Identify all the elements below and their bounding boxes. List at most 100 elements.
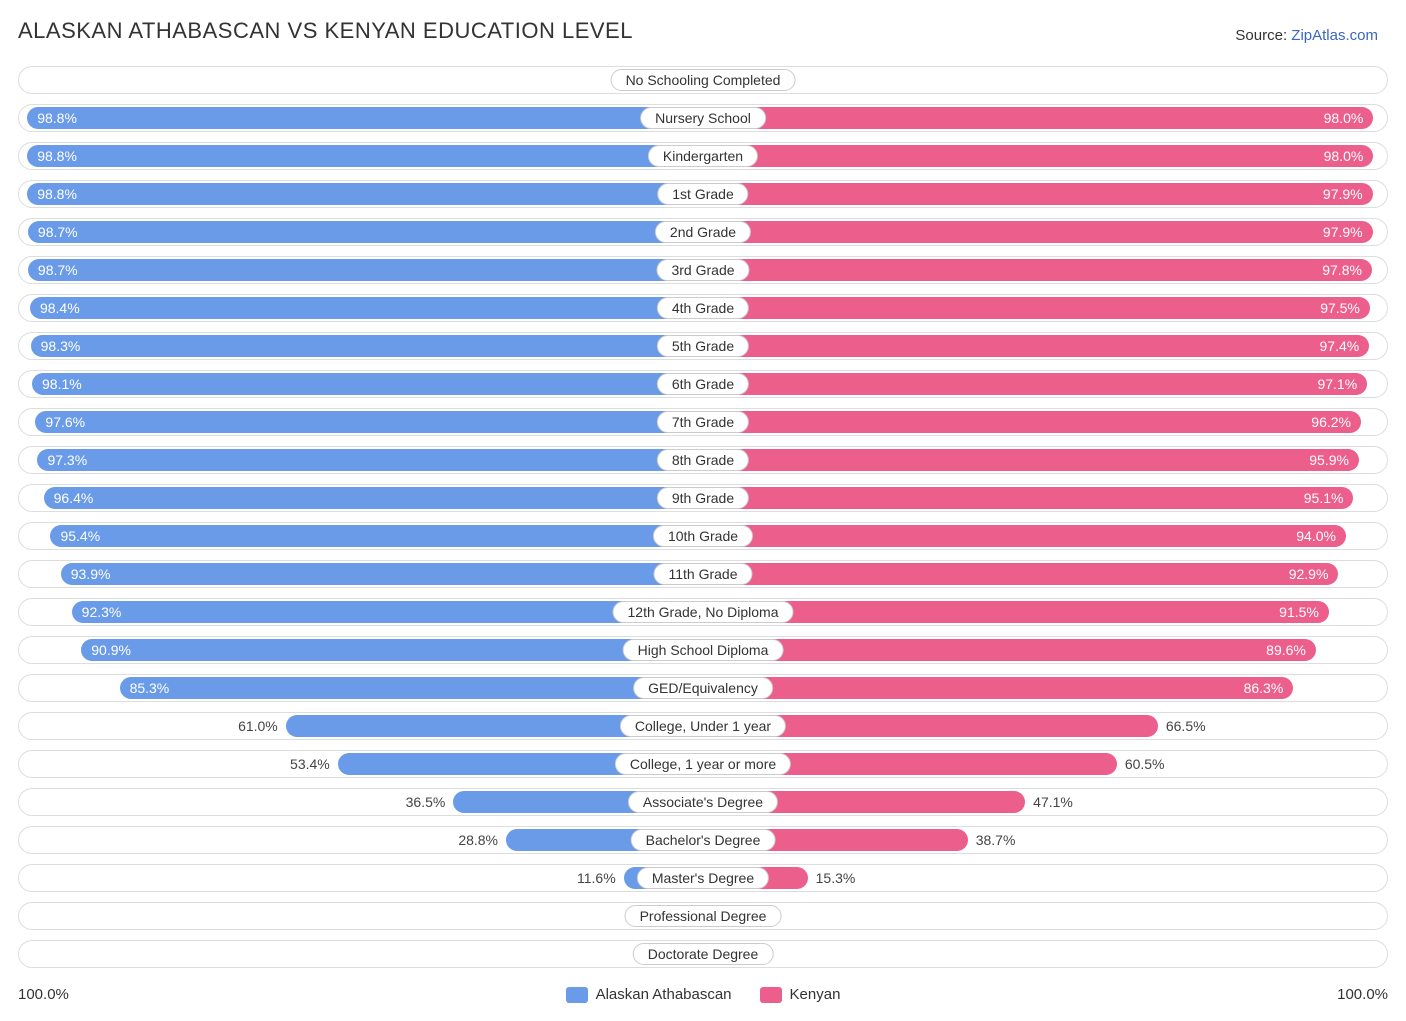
axis-max-right: 100.0%	[1337, 986, 1388, 1003]
bar-right: 95.9%	[703, 449, 1359, 471]
legend-swatch-left	[566, 987, 588, 1003]
legend-label-left: Alaskan Athabascan	[596, 986, 732, 1003]
value-right: 97.8%	[1322, 259, 1362, 281]
value-left: 90.9%	[91, 639, 131, 661]
chart-row: 1.5%2.0%No Schooling Completed	[18, 66, 1388, 94]
bar-left: 92.3%	[72, 601, 703, 623]
category-pill: 9th Grade	[657, 487, 749, 509]
bar-right: 86.3%	[703, 677, 1293, 699]
source-link[interactable]: ZipAtlas.com	[1291, 27, 1378, 44]
bar-left: 93.9%	[61, 563, 703, 585]
bar-right: 95.1%	[703, 487, 1353, 509]
bar-left: 98.7%	[28, 221, 703, 243]
value-left: 11.6%	[577, 865, 616, 891]
diverging-bar-chart: 1.5%2.0%No Schooling Completed98.8%98.0%…	[0, 66, 1406, 986]
bar-right: 97.9%	[703, 221, 1373, 243]
value-right: 38.7%	[976, 827, 1016, 853]
value-left: 97.3%	[47, 449, 87, 471]
value-left: 92.3%	[82, 601, 122, 623]
value-left: 61.0%	[238, 713, 278, 739]
category-pill: Professional Degree	[625, 905, 782, 927]
chart-row: 97.6% 96.2% 7th Grade	[18, 408, 1388, 436]
bar-left: 96.4%	[44, 487, 703, 509]
value-left: 98.3%	[41, 335, 81, 357]
bar-right: 98.0%	[703, 145, 1373, 167]
source-prefix: Source:	[1235, 27, 1291, 44]
bar-left: 98.8%	[27, 145, 703, 167]
bar-right: 97.5%	[703, 297, 1370, 319]
value-right: 47.1%	[1033, 789, 1073, 815]
bar-left: 98.3%	[31, 335, 703, 357]
category-pill: 4th Grade	[657, 297, 749, 319]
chart-row: 93.9% 92.9% 11th Grade	[18, 560, 1388, 588]
category-pill: No Schooling Completed	[611, 69, 796, 91]
value-right: 89.6%	[1266, 639, 1306, 661]
chart-row: 97.3% 95.9% 8th Grade	[18, 446, 1388, 474]
value-right: 96.2%	[1311, 411, 1351, 433]
bar-right: 97.8%	[703, 259, 1372, 281]
value-left: 98.8%	[37, 107, 77, 129]
category-pill: College, Under 1 year	[620, 715, 786, 737]
bar-left: 90.9%	[81, 639, 703, 661]
bar-right: 94.0%	[703, 525, 1346, 547]
chart-row: 98.7%97.8%3rd Grade	[18, 256, 1388, 284]
bar-right: 89.6%	[703, 639, 1316, 661]
chart-row: 95.4% 94.0% 10th Grade	[18, 522, 1388, 550]
category-pill: Kindergarten	[648, 145, 758, 167]
value-right: 92.9%	[1289, 563, 1329, 585]
value-left: 96.4%	[54, 487, 94, 509]
chart-row: 85.3%86.3%GED/Equivalency	[18, 674, 1388, 702]
category-pill: 10th Grade	[653, 525, 753, 547]
value-right: 15.3%	[816, 865, 856, 891]
value-right: 60.5%	[1125, 751, 1165, 777]
value-right: 97.9%	[1323, 221, 1363, 243]
value-left: 98.7%	[38, 259, 78, 281]
value-right: 98.0%	[1324, 107, 1364, 129]
value-left: 97.6%	[45, 411, 85, 433]
value-right: 97.9%	[1323, 183, 1363, 205]
value-left: 93.9%	[71, 563, 111, 585]
value-right: 94.0%	[1296, 525, 1336, 547]
category-pill: Nursery School	[640, 107, 766, 129]
value-left: 98.7%	[38, 221, 78, 243]
chart-footer: 100.0% Alaskan Athabascan Kenyan 100.0%	[0, 986, 1406, 1021]
category-pill: 8th Grade	[657, 449, 749, 471]
category-pill: 6th Grade	[657, 373, 749, 395]
chart-row: 98.4%97.5%4th Grade	[18, 294, 1388, 322]
chart-row: 36.5% 47.1% Associate's Degree	[18, 788, 1388, 816]
value-left: 53.4%	[290, 751, 330, 777]
bar-right: 92.9%	[703, 563, 1338, 585]
chart-row: 98.3%97.4%5th Grade	[18, 332, 1388, 360]
value-left: 36.5%	[406, 789, 446, 815]
value-right: 91.5%	[1279, 601, 1319, 623]
bar-left: 98.8%	[27, 107, 703, 129]
value-right: 95.9%	[1309, 449, 1349, 471]
category-pill: Master's Degree	[637, 867, 769, 889]
category-pill: Bachelor's Degree	[631, 829, 776, 851]
bar-left: 98.7%	[28, 259, 703, 281]
chart-header: ALASKAN ATHABASCAN VS KENYAN EDUCATION L…	[0, 0, 1406, 56]
chart-title: ALASKAN ATHABASCAN VS KENYAN EDUCATION L…	[18, 18, 633, 44]
bar-right: 96.2%	[703, 411, 1361, 433]
legend: Alaskan Athabascan Kenyan	[69, 986, 1337, 1003]
chart-source: Source: ZipAtlas.com	[1235, 27, 1378, 44]
chart-row: 98.8%97.9%1st Grade	[18, 180, 1388, 208]
value-right: 97.1%	[1317, 373, 1357, 395]
category-pill: 5th Grade	[657, 335, 749, 357]
bar-right: 91.5%	[703, 601, 1329, 623]
category-pill: Associate's Degree	[628, 791, 778, 813]
bar-left: 98.8%	[27, 183, 703, 205]
category-pill: 2nd Grade	[655, 221, 751, 243]
category-pill: Doctorate Degree	[633, 943, 774, 965]
category-pill: High School Diploma	[623, 639, 784, 661]
value-right: 97.5%	[1320, 297, 1360, 319]
value-right: 86.3%	[1244, 677, 1284, 699]
value-left: 98.1%	[42, 373, 82, 395]
chart-row: 61.0%66.5%College, Under 1 year	[18, 712, 1388, 740]
category-pill: 7th Grade	[657, 411, 749, 433]
category-pill: 11th Grade	[653, 563, 752, 585]
value-left: 95.4%	[60, 525, 100, 547]
chart-row: 3.8%4.4%Professional Degree	[18, 902, 1388, 930]
value-left: 98.8%	[37, 183, 77, 205]
chart-row: 11.6% 15.3% Master's Degree	[18, 864, 1388, 892]
